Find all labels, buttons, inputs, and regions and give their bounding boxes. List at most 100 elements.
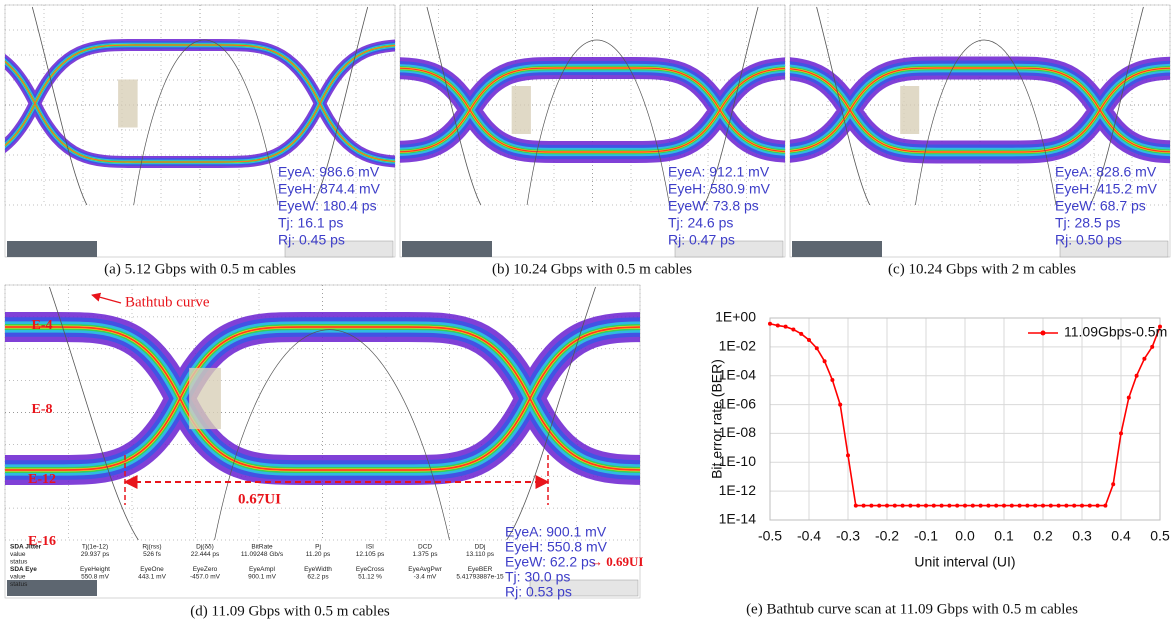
eye-measurement: EyeA: 828.6 mV [1055, 164, 1157, 180]
scope-table-cell: 550.8 mV [81, 574, 109, 581]
data-point [1119, 431, 1123, 435]
scope-table-cell: Dj(δδ) [196, 544, 214, 551]
eye-measurement: EyeA: 900.1 mV [505, 524, 607, 540]
data-point [846, 453, 850, 457]
ber-level-label: E-4 [32, 318, 53, 333]
scope-table-cell: Pj [315, 544, 321, 551]
scope-table-cell: DDj [475, 544, 486, 551]
data-point [963, 504, 967, 508]
panel-caption: (a) 5.12 Gbps with 0.5 m cables [104, 261, 296, 277]
legend-swatch-marker [1041, 331, 1046, 336]
data-point [1127, 396, 1131, 400]
x-tick-label: 0.1 [994, 528, 1014, 544]
scope-table-cell: 11.09248 Gb/s [241, 551, 284, 558]
data-point [986, 504, 990, 508]
data-point [955, 504, 959, 508]
eye-measurement: EyeH: 874.4 mV [278, 181, 381, 197]
scope-table-cell: EyeZero [193, 566, 218, 573]
legend-label: 11.09Gbps-0.5m [1064, 324, 1167, 340]
panel-caption: (c) 10.24 Gbps with 2 m cables [888, 261, 1076, 277]
scope-table-cell: ISI [366, 544, 374, 551]
x-tick-label: 0.5 [1150, 528, 1170, 544]
data-point [791, 327, 795, 331]
mask-region [512, 86, 531, 134]
eye-measurement: Tj: 24.6 ps [668, 215, 733, 231]
data-point [1018, 504, 1022, 508]
scope-table-cell: 62.2 ps [307, 574, 329, 581]
panel-caption: (b) 10.24 Gbps with 0.5 m cables [492, 261, 692, 277]
y-axis-title: Bit error rate (BER) [709, 359, 725, 479]
scope-table-cell: 11.20 ps [306, 551, 331, 558]
scope-table-cell: status [10, 559, 28, 566]
eye-measurement: Tj: 30.0 ps [505, 569, 570, 585]
data-point [838, 403, 842, 407]
scope-table-cell: EyeOne [140, 566, 164, 573]
data-point [776, 324, 780, 328]
data-point [854, 504, 858, 508]
eye-measurement: EyeW: 62.2 ps [505, 554, 596, 570]
x-tick-label: 0.4 [1111, 528, 1131, 544]
data-point [1103, 504, 1107, 508]
figure: EyeA: 986.6 mVEyeH: 874.4 mVEyeW: 180.4 … [0, 0, 1172, 622]
eye-measurement: Tj: 16.1 ps [278, 215, 343, 231]
data-point [830, 378, 834, 382]
data-point [994, 504, 998, 508]
data-point [885, 504, 889, 508]
scope-table-cell: SDA Jitter [10, 544, 42, 551]
x-tick-label: -0.1 [914, 528, 938, 544]
data-point [1080, 504, 1084, 508]
scope-status-box [7, 241, 97, 257]
scope-table-cell: 51.12 % [358, 574, 382, 581]
x-tick-label: 0.2 [1033, 528, 1053, 544]
data-point [893, 504, 897, 508]
data-point [1033, 504, 1037, 508]
eye-measurement: Tj: 28.5 ps [1055, 215, 1120, 231]
eye-measurement: EyeW: 180.4 ps [278, 198, 377, 214]
mask-region [900, 86, 919, 134]
data-point [1111, 482, 1115, 486]
scope-table-cell: EyeCross [356, 566, 385, 573]
data-point [1025, 504, 1029, 508]
eye-measurement: EyeW: 68.7 ps [1055, 198, 1146, 214]
scope-table-cell: EyeAmpl [249, 566, 276, 573]
data-point [1057, 504, 1061, 508]
eye-measurement: EyeH: 415.2 mV [1055, 181, 1158, 197]
eye-measurement: Rj: 0.45 ps [278, 232, 345, 248]
scope-table-cell: 5.41793887e-15 [456, 574, 504, 581]
eye-measurement: EyeA: 912.1 mV [668, 164, 770, 180]
eye-measurement: Rj: 0.47 ps [668, 232, 735, 248]
data-point [1064, 504, 1068, 508]
eye-measurement: Rj: 0.53 ps [505, 584, 572, 600]
data-point [869, 504, 873, 508]
data-point [971, 504, 975, 508]
x-tick-label: 0.3 [1072, 528, 1092, 544]
x-tick-label: 0.0 [955, 528, 975, 544]
x-tick-label: -0.3 [836, 528, 860, 544]
scope-table-cell: 443.1 mV [138, 574, 166, 581]
data-point [799, 332, 803, 336]
scope-table-cell: -457.0 mV [190, 574, 221, 581]
eye-measurement: EyeW: 73.8 ps [668, 198, 759, 214]
data-point [862, 504, 866, 508]
bathtub-note: Bathtub curve [125, 294, 210, 310]
scope-table-cell: Tj(1e-12) [82, 544, 108, 551]
mask-region [189, 368, 221, 429]
scope-table-cell: 526 fs [143, 551, 161, 558]
eye-measurement: EyeH: 580.9 mV [668, 181, 771, 197]
eyew-ui-label: → 0.69UI [590, 554, 643, 569]
mask-region [118, 80, 138, 128]
data-point [1072, 504, 1076, 508]
ber-level-label: E-8 [32, 402, 53, 417]
data-point [1041, 504, 1045, 508]
scope-table-cell: SDA Eye [10, 566, 37, 573]
scope-status-box [792, 241, 882, 257]
scope-table-cell: EyeHeight [80, 566, 110, 573]
scope-table-cell: BitRate [251, 544, 273, 551]
data-point [807, 338, 811, 342]
x-axis-title: Unit interval (UI) [914, 554, 1015, 570]
scope-table-cell: status [10, 581, 28, 588]
y-tick-label: 1E-12 [719, 482, 757, 498]
data-point [932, 504, 936, 508]
data-point [940, 504, 944, 508]
data-point [1088, 504, 1092, 508]
